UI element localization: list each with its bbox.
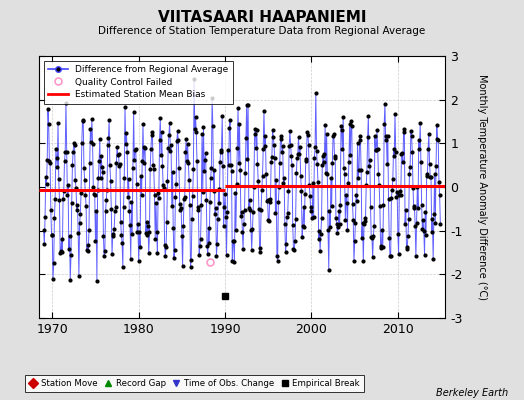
- Text: Difference of Station Temperature Data from Regional Average: Difference of Station Temperature Data f…: [99, 26, 425, 36]
- Text: VIITASAARI HAAPANIEMI: VIITASAARI HAAPANIEMI: [158, 10, 366, 25]
- Legend: Difference from Regional Average, Quality Control Failed, Estimated Station Mean: Difference from Regional Average, Qualit…: [44, 60, 233, 104]
- Text: Berkeley Earth: Berkeley Earth: [436, 388, 508, 398]
- Legend: Station Move, Record Gap, Time of Obs. Change, Empirical Break: Station Move, Record Gap, Time of Obs. C…: [25, 375, 364, 392]
- Y-axis label: Monthly Temperature Anomaly Difference (°C): Monthly Temperature Anomaly Difference (…: [476, 74, 486, 300]
